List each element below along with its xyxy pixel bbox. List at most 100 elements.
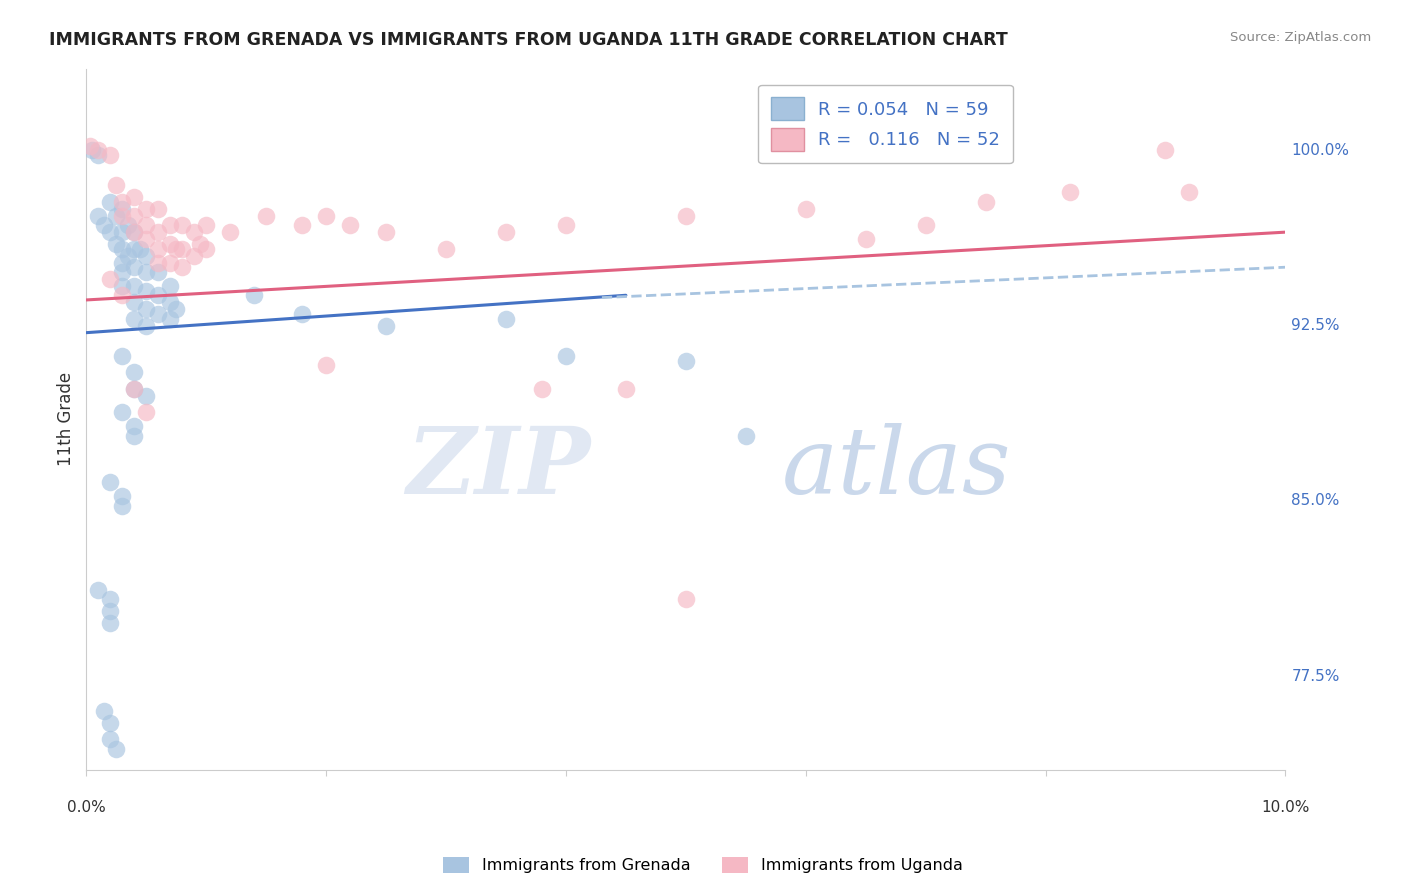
Point: [159, 295, 181, 310]
Text: 92.5%: 92.5%: [1291, 318, 1340, 333]
Point: [111, 279, 134, 293]
Point: [159, 279, 181, 293]
Point: [98, 604, 121, 618]
Point: [1059, 186, 1081, 200]
Point: [98, 225, 121, 239]
Point: [135, 248, 157, 262]
Point: [87, 209, 110, 223]
Point: [172, 218, 194, 232]
Point: [315, 209, 337, 223]
Point: [339, 218, 361, 232]
Point: [375, 225, 398, 239]
Point: [159, 236, 181, 251]
Point: [111, 194, 134, 209]
Point: [219, 225, 242, 239]
Point: [734, 428, 756, 442]
Text: atlas: atlas: [782, 423, 1011, 513]
Point: [135, 302, 157, 317]
Point: [159, 255, 181, 269]
Point: [111, 265, 134, 279]
Point: [165, 242, 187, 256]
Point: [148, 288, 170, 302]
Point: [614, 382, 637, 396]
Point: [188, 236, 211, 251]
Point: [122, 225, 145, 239]
Point: [122, 190, 145, 204]
Point: [111, 499, 134, 513]
Point: [111, 288, 134, 302]
Point: [98, 615, 121, 630]
Point: [98, 194, 121, 209]
Point: [135, 405, 157, 419]
Point: [291, 218, 314, 232]
Point: [794, 202, 817, 216]
Point: [105, 178, 128, 193]
Point: [914, 218, 936, 232]
Point: [148, 202, 170, 216]
Point: [1154, 144, 1177, 158]
Point: [159, 218, 181, 232]
Point: [105, 741, 128, 756]
Point: [87, 144, 110, 158]
Point: [117, 218, 139, 232]
Y-axis label: 11th Grade: 11th Grade: [58, 372, 75, 467]
Point: [122, 382, 145, 396]
Text: Source: ZipAtlas.com: Source: ZipAtlas.com: [1230, 31, 1371, 45]
Point: [122, 382, 145, 396]
Point: [434, 242, 457, 256]
Point: [98, 716, 121, 731]
Text: ZIP: ZIP: [406, 423, 591, 513]
Legend: R = 0.054   N = 59, R =   0.116   N = 52: R = 0.054 N = 59, R = 0.116 N = 52: [758, 85, 1012, 163]
Point: [148, 242, 170, 256]
Point: [122, 419, 145, 434]
Point: [183, 248, 205, 262]
Text: 85.0%: 85.0%: [1291, 493, 1340, 508]
Point: [98, 272, 121, 286]
Point: [93, 704, 115, 718]
Point: [291, 307, 314, 321]
Point: [122, 295, 145, 310]
Point: [98, 732, 121, 747]
Point: [111, 202, 134, 216]
Point: [135, 265, 157, 279]
Point: [129, 242, 152, 256]
Point: [495, 311, 517, 326]
Point: [855, 232, 877, 246]
Point: [98, 148, 121, 162]
Point: [98, 475, 121, 490]
Text: 10.0%: 10.0%: [1261, 800, 1309, 815]
Point: [675, 592, 697, 607]
Point: [87, 148, 110, 162]
Point: [135, 202, 157, 216]
Text: 0.0%: 0.0%: [67, 800, 105, 815]
Point: [111, 405, 134, 419]
Point: [122, 311, 145, 326]
Point: [122, 428, 145, 442]
Point: [135, 284, 157, 298]
Point: [315, 359, 337, 373]
Point: [148, 255, 170, 269]
Point: [530, 382, 553, 396]
Point: [243, 288, 266, 302]
Point: [111, 242, 134, 256]
Point: [82, 144, 104, 158]
Point: [165, 302, 187, 317]
Point: [87, 582, 110, 597]
Point: [172, 260, 194, 275]
Point: [98, 592, 121, 607]
Point: [148, 225, 170, 239]
Point: [79, 138, 101, 153]
Point: [122, 279, 145, 293]
Point: [117, 248, 139, 262]
Point: [135, 218, 157, 232]
Point: [555, 218, 578, 232]
Point: [172, 242, 194, 256]
Point: [375, 318, 398, 333]
Point: [111, 255, 134, 269]
Text: 100.0%: 100.0%: [1291, 143, 1350, 158]
Point: [111, 225, 134, 239]
Point: [148, 265, 170, 279]
Point: [135, 232, 157, 246]
Point: [195, 242, 218, 256]
Point: [122, 209, 145, 223]
